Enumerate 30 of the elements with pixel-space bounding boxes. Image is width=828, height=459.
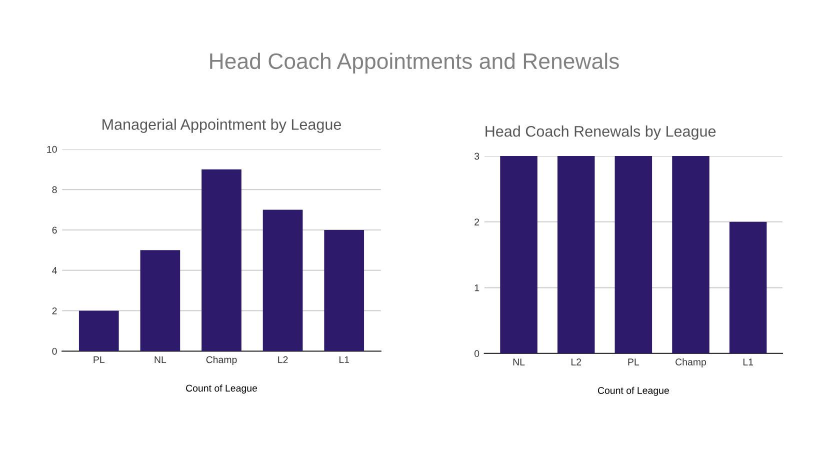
y-tick-label: 2 bbox=[52, 307, 57, 314]
chart-title: Managerial Appointment by League bbox=[102, 118, 342, 133]
y-tick-label: 3 bbox=[474, 152, 480, 160]
x-tick-label: NL bbox=[154, 356, 166, 364]
bar bbox=[202, 169, 242, 352]
x-axis-title: Count of League bbox=[598, 386, 669, 396]
bar bbox=[262, 210, 303, 352]
x-tick-label: L1 bbox=[743, 358, 753, 366]
y-tick-label: 6 bbox=[52, 226, 57, 234]
x-tick-label: Champ bbox=[676, 358, 706, 368]
y-tick-label: 0 bbox=[52, 348, 57, 355]
x-tick-label: PL bbox=[94, 356, 105, 364]
x-tick-label: L2 bbox=[278, 356, 288, 364]
x-tick-label: NL bbox=[513, 358, 525, 366]
y-tick-label: 8 bbox=[52, 186, 57, 194]
y-tick-label: 1 bbox=[474, 284, 480, 292]
x-tick-label: Champ bbox=[206, 356, 237, 366]
x-tick-label: L1 bbox=[339, 356, 350, 364]
x-axis-title: Count of League bbox=[186, 384, 258, 394]
x-tick-label: L2 bbox=[571, 358, 582, 366]
bar bbox=[324, 230, 364, 352]
text: Head Coach Appointments and Renewals bbox=[210, 52, 619, 74]
bar bbox=[78, 310, 119, 352]
chart-title: Head Coach Renewals by League bbox=[486, 126, 716, 140]
bar bbox=[140, 250, 180, 352]
y-tick-label: 0 bbox=[474, 350, 480, 358]
y-tick-label: 2 bbox=[474, 218, 480, 226]
y-tick-label: 4 bbox=[52, 267, 57, 274]
y-tick-label: 10 bbox=[47, 146, 57, 153]
x-tick-label: PL bbox=[628, 358, 640, 366]
